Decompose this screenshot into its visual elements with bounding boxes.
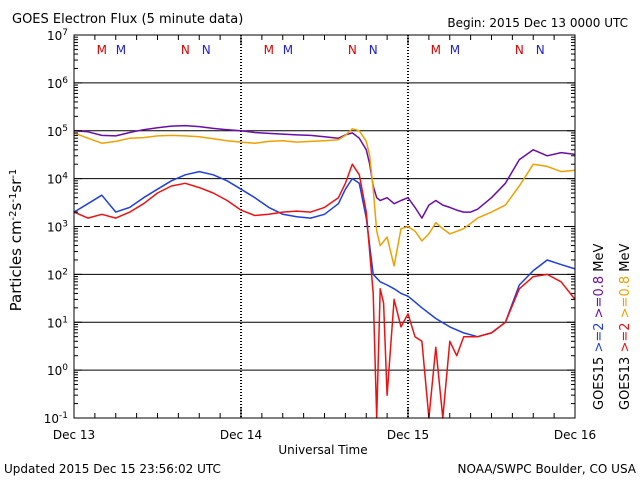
legend-entry: >=0.8: [592, 276, 607, 323]
orbit-marker-n: N: [536, 43, 545, 57]
y-tick-label: 101: [47, 315, 68, 330]
y-tick-label: 10-1: [44, 411, 68, 426]
x-axis-label: Universal Time: [278, 443, 367, 457]
legend-entry: >=2: [618, 322, 633, 356]
orbit-marker-m: M: [283, 43, 293, 57]
noaa-credit: NOAA/SWPC Boulder, CO USA: [458, 462, 637, 476]
orbit-marker-n: N: [181, 43, 190, 57]
orbit-marker-n: N: [369, 43, 378, 57]
orbit-marker-m: M: [264, 43, 274, 57]
x-tick-label: Dec 13: [53, 428, 95, 442]
legend-entry: >=0.8: [618, 276, 633, 323]
orbit-marker-m: M: [431, 43, 441, 57]
series-line-3: [73, 163, 576, 419]
legend-entry: GOES15: [592, 357, 607, 410]
legend-entry: >=2: [592, 322, 607, 356]
legend-entry: GOES13: [618, 357, 633, 410]
orbit-marker-n: N: [202, 43, 211, 57]
orbit-marker-m: M: [97, 43, 107, 57]
x-tick-label: Dec 16: [554, 428, 596, 442]
legend-column: GOES15 >=2 >=0.8 MeV: [592, 244, 607, 410]
series-line-2: [73, 170, 576, 338]
chart-title: GOES Electron Flux (5 minute data): [12, 12, 243, 27]
y-tick-label: 104: [47, 172, 68, 187]
updated-timestamp: Updated 2015 Dec 15 23:56:02 UTC: [4, 462, 221, 476]
y-axis-label: Particles cm-2s-1sr-1: [7, 169, 25, 312]
series-lines: [73, 124, 576, 419]
legend-entry: MeV: [618, 244, 633, 276]
x-tick-label: Dec 14: [220, 428, 262, 442]
orbit-marker-m: M: [450, 43, 460, 57]
legend-column: GOES13 >=2 >=0.8 MeV: [618, 244, 633, 410]
y-tick-label: 105: [47, 124, 68, 139]
y-tick-label: 103: [47, 220, 68, 235]
gridlines: [74, 35, 575, 418]
series-line-1: [73, 128, 576, 267]
orbit-marker-m: M: [116, 43, 126, 57]
axes: 10-1 100 101 102 103 104 105 106 107 Dec 13 Dec 14…: [44, 28, 596, 442]
y-tick-label: 106: [47, 76, 68, 91]
series-line-0: [73, 124, 576, 219]
x-tick-label: Dec 15: [387, 428, 429, 442]
y-tick-label: 107: [47, 28, 68, 43]
legend-entry: MeV: [592, 244, 607, 276]
orbit-marker-n: N: [515, 43, 524, 57]
begin-time: Begin: 2015 Dec 13 0000 UTC: [447, 16, 628, 30]
y-tick-label: 100: [47, 363, 68, 378]
orbit-marker-n: N: [348, 43, 357, 57]
y-tick-label: 102: [47, 267, 68, 282]
